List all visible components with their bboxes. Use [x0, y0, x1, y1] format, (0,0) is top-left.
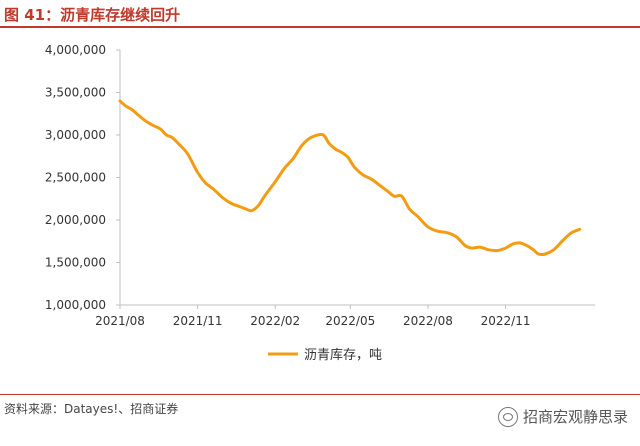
y-tick-label: 3,000,000 — [45, 128, 106, 142]
source-note: 资料来源：Datayes!、招商证券 — [4, 402, 179, 416]
y-tick-label: 1,500,000 — [45, 256, 106, 270]
x-tick-label: 2021/11 — [173, 314, 223, 328]
legend: 沥青库存，吨 — [268, 347, 382, 363]
y-tick-label: 1,000,000 — [45, 298, 106, 312]
y-tick-label: 2,500,000 — [45, 171, 106, 185]
legend-label: 沥青库存，吨 — [304, 347, 382, 363]
series-line — [118, 99, 582, 257]
x-tick-label: 2022/11 — [481, 314, 531, 328]
wechat-icon — [497, 406, 518, 427]
y-tick-label: 2,000,000 — [45, 213, 106, 227]
x-tick-label: 2022/08 — [403, 314, 453, 328]
footer-divider — [0, 394, 640, 395]
title-divider — [0, 26, 640, 28]
line-chart: 1,000,000 1,500,000 2,000,000 2,500,000 3,00… — [45, 43, 595, 363]
x-tick-label: 2022/05 — [325, 314, 375, 328]
y-tick-label: 3,500,000 — [45, 86, 106, 100]
series-layer — [118, 99, 582, 257]
watermark-text: 招商宏观静思录 — [522, 408, 628, 426]
watermark: 招商宏观静思录 — [497, 406, 628, 427]
y-tick-label: 4,000,000 — [45, 43, 106, 57]
x-tick-label: 2022/02 — [250, 314, 300, 328]
x-tick-label: 2021/08 — [95, 314, 145, 328]
y-axis: 1,000,000 1,500,000 2,000,000 2,500,000 3,00… — [45, 43, 121, 312]
x-axis: 2021/08 2021/11 2022/02 2022/05 2022/08 2022/… — [95, 304, 595, 328]
figure-title: 图 41：沥青库存继续回升 — [4, 6, 181, 24]
